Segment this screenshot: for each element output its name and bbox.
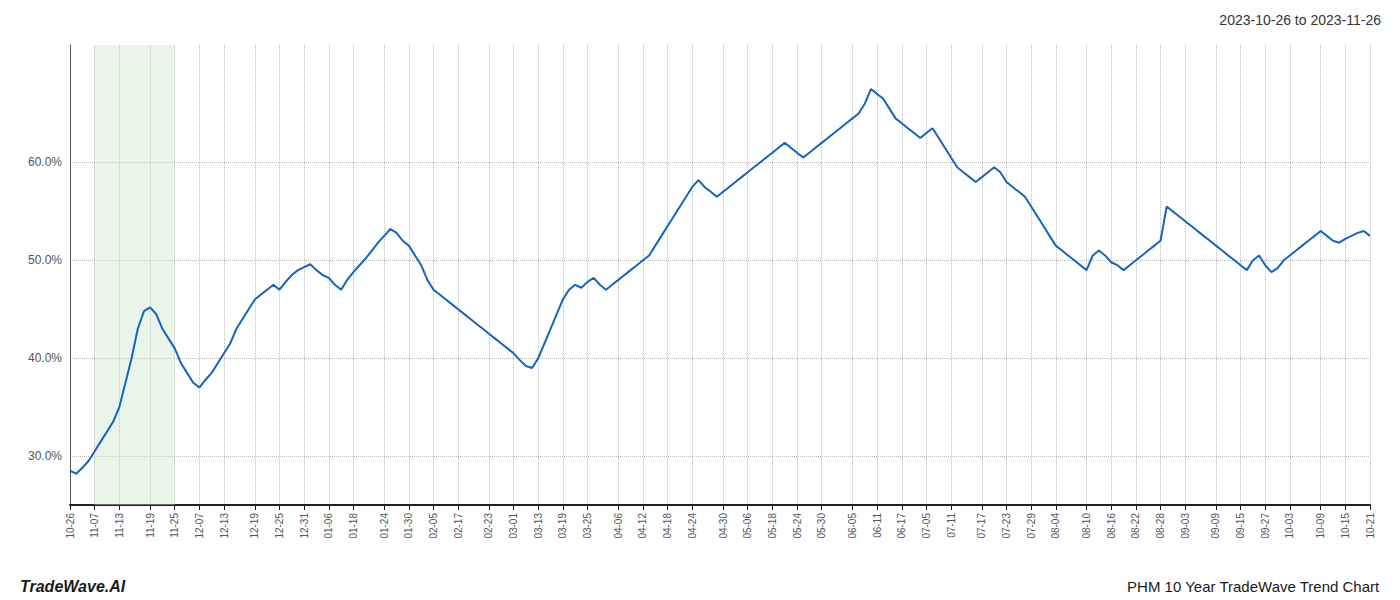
- svg-text:10-09: 10-09: [1315, 513, 1326, 539]
- svg-text:10-21: 10-21: [1365, 513, 1376, 539]
- svg-text:06-17: 06-17: [896, 513, 907, 539]
- svg-text:07-23: 07-23: [1001, 513, 1012, 539]
- svg-text:12-13: 12-13: [219, 513, 230, 539]
- svg-text:12-19: 12-19: [249, 513, 260, 539]
- svg-text:2023-10-26 to 2023-11-26: 2023-10-26 to 2023-11-26: [1219, 12, 1381, 28]
- svg-text:08-04: 08-04: [1050, 513, 1061, 539]
- svg-text:04-12: 04-12: [637, 513, 648, 539]
- svg-text:11-19: 11-19: [145, 513, 156, 538]
- svg-text:01-18: 01-18: [348, 513, 359, 539]
- svg-text:06-11: 06-11: [872, 513, 883, 538]
- svg-text:06-05: 06-05: [847, 513, 858, 539]
- svg-text:04-24: 04-24: [687, 513, 698, 539]
- svg-text:03-01: 03-01: [508, 513, 519, 539]
- svg-text:05-06: 05-06: [742, 513, 753, 539]
- svg-text:09-15: 09-15: [1235, 513, 1246, 539]
- svg-text:08-22: 08-22: [1130, 513, 1141, 539]
- svg-text:60.0%: 60.0%: [28, 155, 62, 169]
- svg-text:04-30: 04-30: [718, 513, 729, 539]
- svg-text:07-05: 07-05: [921, 513, 932, 539]
- svg-text:03-13: 03-13: [533, 513, 544, 539]
- svg-text:04-18: 04-18: [662, 513, 673, 539]
- svg-text:50.0%: 50.0%: [28, 253, 62, 267]
- svg-text:10-15: 10-15: [1340, 513, 1351, 539]
- svg-text:02-17: 02-17: [453, 513, 464, 539]
- svg-text:08-10: 08-10: [1081, 513, 1092, 539]
- svg-text:07-17: 07-17: [976, 513, 987, 539]
- svg-text:12-31: 12-31: [299, 513, 310, 539]
- svg-text:TradeWave.AI: TradeWave.AI: [20, 578, 126, 595]
- svg-text:12-07: 12-07: [194, 513, 205, 539]
- svg-text:07-11: 07-11: [946, 513, 957, 538]
- svg-text:04-06: 04-06: [613, 513, 624, 539]
- svg-text:09-27: 09-27: [1260, 513, 1271, 539]
- svg-text:11-25: 11-25: [169, 513, 180, 538]
- svg-text:10-26: 10-26: [65, 513, 76, 539]
- svg-text:12-25: 12-25: [274, 513, 285, 539]
- svg-text:05-18: 05-18: [767, 513, 778, 539]
- svg-text:01-30: 01-30: [403, 513, 414, 539]
- svg-text:05-24: 05-24: [792, 513, 803, 539]
- svg-text:40.0%: 40.0%: [28, 351, 62, 365]
- svg-text:08-16: 08-16: [1106, 513, 1117, 539]
- svg-text:03-25: 03-25: [582, 513, 593, 539]
- svg-text:02-23: 02-23: [483, 513, 494, 539]
- svg-text:07-29: 07-29: [1026, 513, 1037, 539]
- svg-text:03-19: 03-19: [557, 513, 568, 539]
- svg-text:09-03: 09-03: [1180, 513, 1191, 539]
- svg-text:09-09: 09-09: [1210, 513, 1221, 539]
- svg-text:05-30: 05-30: [816, 513, 827, 539]
- svg-text:30.0%: 30.0%: [28, 449, 62, 463]
- svg-text:08-28: 08-28: [1155, 513, 1166, 539]
- svg-text:11-13: 11-13: [114, 513, 125, 538]
- svg-text:01-24: 01-24: [379, 513, 390, 539]
- svg-text:10-03: 10-03: [1284, 513, 1295, 539]
- svg-text:01-06: 01-06: [323, 513, 334, 539]
- svg-text:PHM 10 Year TradeWave Trend Ch: PHM 10 Year TradeWave Trend Chart: [1127, 578, 1380, 595]
- svg-text:11-07: 11-07: [89, 513, 100, 538]
- svg-text:02-05: 02-05: [428, 513, 439, 539]
